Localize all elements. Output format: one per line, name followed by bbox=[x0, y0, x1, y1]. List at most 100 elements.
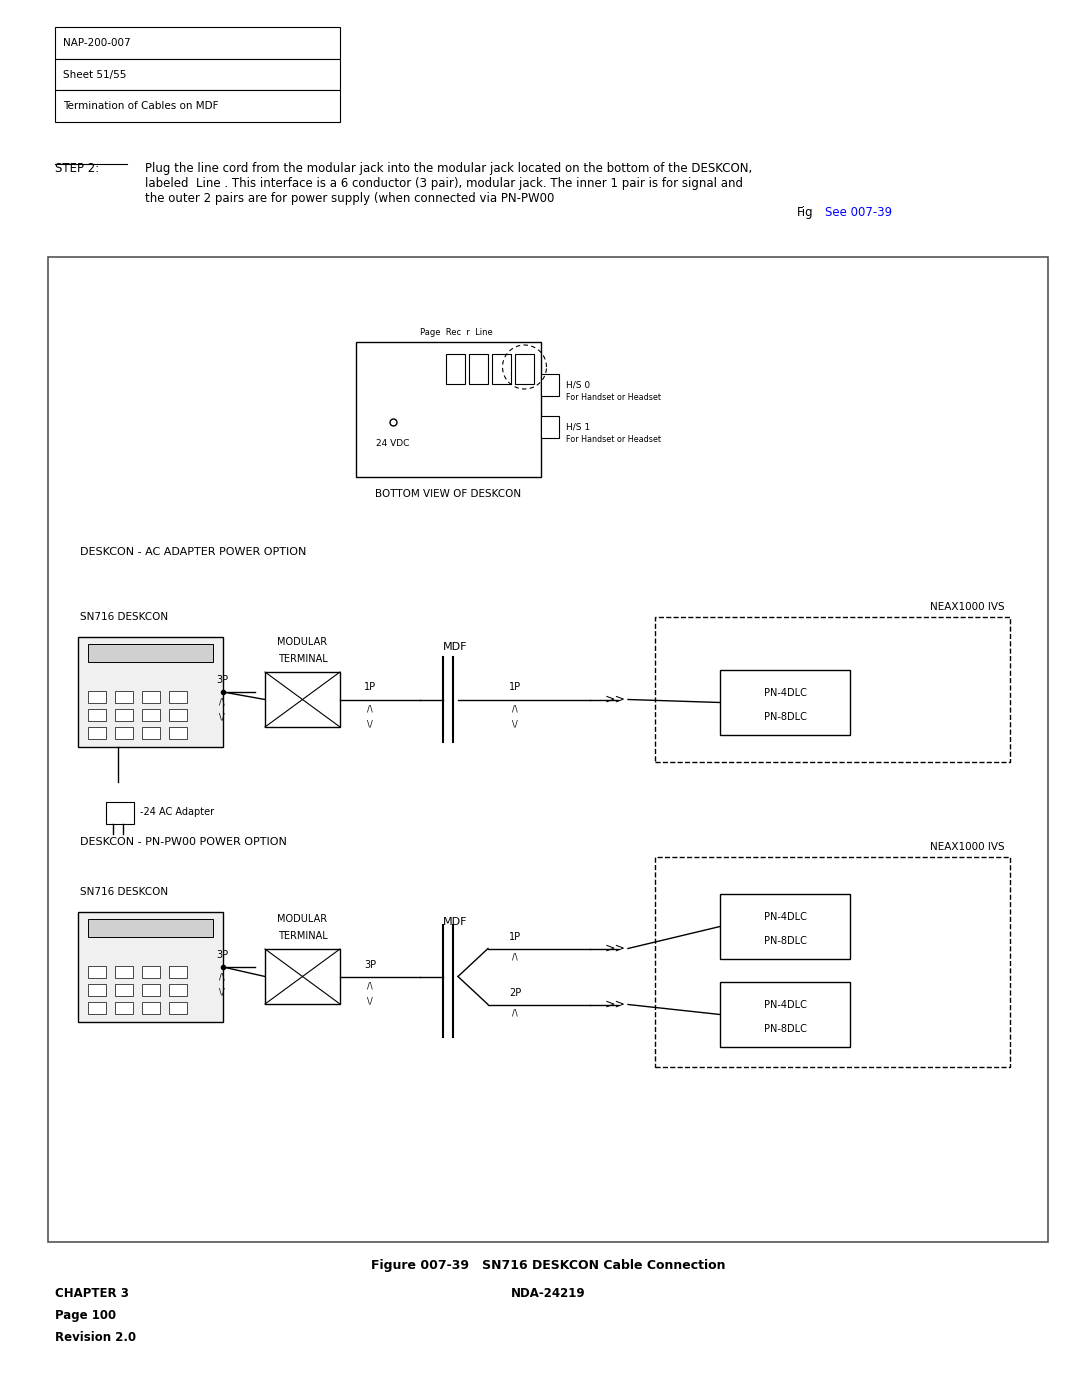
Bar bbox=[114, 692, 133, 703]
Bar bbox=[87, 692, 106, 703]
Text: NAP-200-007: NAP-200-007 bbox=[63, 38, 131, 47]
Bar bbox=[515, 353, 534, 384]
Bar bbox=[55, 59, 340, 91]
Bar bbox=[168, 710, 187, 721]
Bar bbox=[114, 726, 133, 739]
Bar bbox=[141, 726, 160, 739]
Text: 1P: 1P bbox=[509, 683, 521, 693]
Text: Termination of Cables on MDF: Termination of Cables on MDF bbox=[63, 101, 218, 112]
Text: Sheet 51/55: Sheet 51/55 bbox=[63, 70, 126, 80]
Text: See 007-39: See 007-39 bbox=[825, 205, 892, 219]
Bar bbox=[55, 27, 340, 59]
Bar bbox=[168, 965, 187, 978]
Text: MDF: MDF bbox=[443, 916, 468, 928]
Bar bbox=[78, 912, 222, 1023]
Text: Plug the line cord from the modular jack into the modular jack located on the bo: Plug the line cord from the modular jack… bbox=[145, 162, 753, 205]
Text: MODULAR: MODULAR bbox=[278, 914, 327, 923]
Bar bbox=[87, 710, 106, 721]
Bar bbox=[168, 1002, 187, 1014]
Text: For Handset or Headset: For Handset or Headset bbox=[566, 434, 661, 443]
Text: 3P: 3P bbox=[364, 960, 376, 970]
Bar bbox=[87, 919, 213, 937]
Text: For Handset or Headset: For Handset or Headset bbox=[566, 393, 661, 401]
Text: -24 AC Adapter: -24 AC Adapter bbox=[140, 807, 214, 817]
Bar bbox=[654, 617, 1010, 761]
Text: \/: \/ bbox=[367, 719, 373, 728]
Text: TERMINAL: TERMINAL bbox=[278, 654, 327, 664]
Text: STEP 2:: STEP 2: bbox=[55, 162, 99, 175]
Text: CHAPTER 3: CHAPTER 3 bbox=[55, 1287, 129, 1301]
Text: TERMINAL: TERMINAL bbox=[278, 930, 327, 942]
Text: /\: /\ bbox=[219, 697, 225, 705]
Text: NEAX1000 IVS: NEAX1000 IVS bbox=[930, 842, 1005, 852]
Text: /\: /\ bbox=[367, 982, 373, 990]
Bar bbox=[114, 965, 133, 978]
Text: 1P: 1P bbox=[364, 683, 376, 693]
Text: \/: \/ bbox=[512, 719, 518, 728]
Bar bbox=[87, 983, 106, 996]
Bar bbox=[492, 353, 511, 384]
Text: Page 100: Page 100 bbox=[55, 1309, 117, 1322]
Text: /\: /\ bbox=[512, 953, 518, 961]
Bar bbox=[48, 257, 1048, 1242]
Text: 3P: 3P bbox=[216, 950, 228, 960]
Bar bbox=[87, 1002, 106, 1014]
Bar bbox=[78, 637, 222, 747]
Bar bbox=[141, 710, 160, 721]
Bar bbox=[265, 672, 340, 726]
Bar bbox=[87, 965, 106, 978]
Bar bbox=[168, 983, 187, 996]
Text: \/: \/ bbox=[367, 996, 373, 1006]
Text: /\: /\ bbox=[512, 704, 518, 714]
Text: MDF: MDF bbox=[443, 643, 468, 652]
Text: \/: \/ bbox=[219, 712, 225, 721]
Bar bbox=[87, 726, 106, 739]
Bar bbox=[114, 710, 133, 721]
Text: Figure 007-39   SN716 DESKCON Cable Connection: Figure 007-39 SN716 DESKCON Cable Connec… bbox=[370, 1259, 726, 1273]
Text: Revision 2.0: Revision 2.0 bbox=[55, 1331, 136, 1344]
Text: /\: /\ bbox=[219, 972, 225, 981]
Text: Fig: Fig bbox=[797, 205, 813, 219]
Text: DESKCON - PN-PW00 POWER OPTION: DESKCON - PN-PW00 POWER OPTION bbox=[80, 837, 287, 847]
Bar bbox=[720, 894, 850, 958]
Text: >>: >> bbox=[605, 997, 626, 1011]
Text: DESKCON - AC ADAPTER POWER OPTION: DESKCON - AC ADAPTER POWER OPTION bbox=[80, 548, 307, 557]
Text: PN-4DLC: PN-4DLC bbox=[764, 1000, 807, 1010]
Text: PN-4DLC: PN-4DLC bbox=[764, 687, 807, 697]
Bar bbox=[355, 342, 540, 476]
Text: NDA-24219: NDA-24219 bbox=[511, 1287, 585, 1301]
Bar bbox=[446, 353, 465, 384]
Bar bbox=[106, 802, 134, 824]
Bar bbox=[141, 1002, 160, 1014]
Text: 3P: 3P bbox=[216, 675, 228, 685]
Text: 1P: 1P bbox=[509, 932, 521, 942]
Text: BOTTOM VIEW OF DESKCON: BOTTOM VIEW OF DESKCON bbox=[375, 489, 521, 499]
Text: PN-8DLC: PN-8DLC bbox=[764, 936, 807, 946]
Text: /\: /\ bbox=[512, 1009, 518, 1017]
Text: PN-4DLC: PN-4DLC bbox=[764, 912, 807, 922]
Text: >>: >> bbox=[605, 693, 626, 705]
Text: >>: >> bbox=[605, 942, 626, 956]
Bar bbox=[55, 91, 340, 122]
Bar bbox=[141, 692, 160, 703]
Bar bbox=[469, 353, 488, 384]
Bar bbox=[265, 949, 340, 1004]
Text: SN716 DESKCON: SN716 DESKCON bbox=[80, 612, 168, 622]
Bar bbox=[114, 1002, 133, 1014]
Bar bbox=[87, 644, 213, 662]
Text: \/: \/ bbox=[219, 988, 225, 996]
Text: /\: /\ bbox=[367, 704, 373, 714]
Text: NEAX1000 IVS: NEAX1000 IVS bbox=[930, 602, 1005, 612]
Text: SN716 DESKCON: SN716 DESKCON bbox=[80, 887, 168, 897]
Bar bbox=[720, 982, 850, 1046]
Bar bbox=[540, 416, 558, 439]
Bar bbox=[654, 856, 1010, 1067]
Text: 2P: 2P bbox=[509, 988, 522, 997]
Bar bbox=[168, 692, 187, 703]
Text: Page  Rec  r  Line: Page Rec r Line bbox=[420, 328, 492, 337]
Bar bbox=[720, 671, 850, 735]
Text: H/S 1: H/S 1 bbox=[566, 422, 590, 432]
Bar bbox=[540, 374, 558, 395]
Bar bbox=[141, 965, 160, 978]
Text: MODULAR: MODULAR bbox=[278, 637, 327, 647]
